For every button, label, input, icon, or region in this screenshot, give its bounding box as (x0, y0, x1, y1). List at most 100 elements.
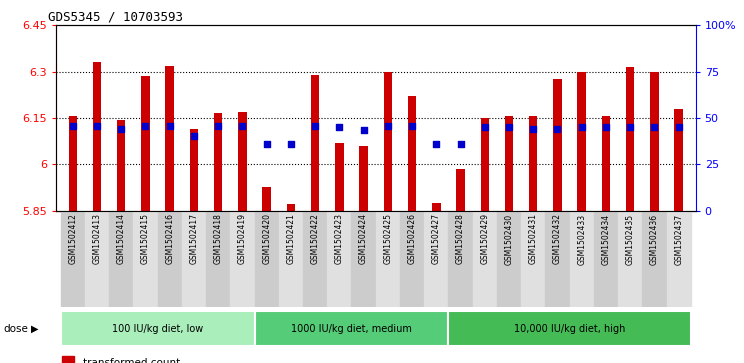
Bar (449, 211, 472, 307)
Point (285, 141, 297, 147)
Point (649, 125, 661, 130)
Bar (263, 187, 271, 211)
Bar (497, 211, 521, 307)
Bar (472, 211, 497, 307)
Bar (231, 211, 254, 307)
Point (479, 125, 491, 130)
Bar (618, 211, 642, 307)
Bar (335, 143, 344, 211)
Bar (554, 79, 562, 211)
Text: GSM1502432: GSM1502432 (553, 213, 562, 264)
Bar (190, 129, 198, 211)
Point (600, 125, 612, 130)
Text: 100 IU/kg diet, low: 100 IU/kg diet, low (112, 323, 203, 334)
FancyBboxPatch shape (449, 311, 690, 346)
Point (140, 123, 152, 129)
Point (188, 134, 200, 139)
Text: GSM1502428: GSM1502428 (456, 213, 465, 264)
Bar (359, 146, 368, 211)
Text: GSM1502429: GSM1502429 (481, 213, 490, 264)
Text: GSM1502414: GSM1502414 (117, 213, 126, 264)
Text: GSM1502434: GSM1502434 (601, 213, 611, 265)
Point (624, 125, 636, 130)
Bar (254, 211, 279, 307)
FancyBboxPatch shape (61, 311, 254, 346)
Bar (311, 75, 319, 211)
Bar (594, 211, 618, 307)
Bar (545, 211, 570, 307)
Text: GSM1502413: GSM1502413 (92, 213, 101, 264)
Bar (642, 211, 667, 307)
Bar (351, 211, 376, 307)
Point (212, 123, 224, 129)
Text: GSM1502425: GSM1502425 (383, 213, 392, 264)
Bar (206, 211, 231, 307)
Text: GSM1502421: GSM1502421 (286, 213, 295, 264)
Point (673, 125, 684, 130)
Point (164, 123, 176, 129)
Text: GSM1502427: GSM1502427 (432, 213, 440, 264)
Text: GSM1502426: GSM1502426 (408, 213, 417, 264)
Point (115, 126, 127, 132)
Point (67, 123, 79, 129)
Bar (570, 211, 594, 307)
Text: GSM1502436: GSM1502436 (650, 213, 659, 265)
FancyBboxPatch shape (254, 311, 449, 346)
Bar (384, 72, 392, 211)
Point (430, 141, 442, 147)
Bar (626, 67, 635, 211)
Bar (68, 117, 77, 211)
Bar (456, 169, 465, 211)
Text: GSM1502415: GSM1502415 (141, 213, 150, 264)
Text: GSM1502418: GSM1502418 (214, 213, 222, 264)
Text: GSM1502437: GSM1502437 (674, 213, 683, 265)
Text: dose: dose (3, 323, 28, 334)
Bar (117, 119, 126, 211)
Bar (327, 211, 351, 307)
Text: GSM1502420: GSM1502420 (262, 213, 271, 264)
Point (527, 126, 539, 132)
Bar (62, 356, 74, 363)
Point (91, 123, 103, 129)
Text: GSM1502423: GSM1502423 (335, 213, 344, 264)
Text: GSM1502412: GSM1502412 (68, 213, 77, 264)
Bar (408, 97, 417, 211)
Point (551, 126, 563, 132)
Bar (674, 109, 683, 211)
Bar (85, 211, 109, 307)
Bar (577, 72, 586, 211)
Bar (602, 117, 610, 211)
Bar (424, 211, 449, 307)
Text: 1000 IU/kg diet, medium: 1000 IU/kg diet, medium (291, 323, 412, 334)
Bar (158, 211, 182, 307)
Text: GDS5345 / 10703593: GDS5345 / 10703593 (48, 11, 183, 24)
Bar (61, 211, 85, 307)
Bar (214, 113, 222, 211)
Text: GSM1502419: GSM1502419 (238, 213, 247, 264)
Point (333, 125, 345, 130)
Bar (286, 204, 295, 211)
Bar (109, 211, 133, 307)
Bar (133, 211, 158, 307)
Bar (650, 72, 658, 211)
Point (382, 123, 394, 129)
Bar (165, 66, 174, 211)
Bar (504, 117, 513, 211)
Point (455, 141, 466, 147)
Point (310, 123, 321, 129)
Text: GSM1502424: GSM1502424 (359, 213, 368, 264)
Text: GSM1502417: GSM1502417 (190, 213, 199, 264)
Bar (376, 211, 400, 307)
Text: GSM1502435: GSM1502435 (626, 213, 635, 265)
Text: GSM1502416: GSM1502416 (165, 213, 174, 264)
Text: GSM1502430: GSM1502430 (504, 213, 513, 265)
Bar (481, 118, 489, 211)
Bar (521, 211, 545, 307)
Point (260, 141, 272, 147)
Bar (238, 112, 247, 211)
Bar (141, 76, 150, 211)
Text: GSM1502433: GSM1502433 (577, 213, 586, 265)
Bar (529, 117, 537, 211)
Text: GSM1502431: GSM1502431 (529, 213, 538, 264)
Bar (93, 62, 101, 211)
